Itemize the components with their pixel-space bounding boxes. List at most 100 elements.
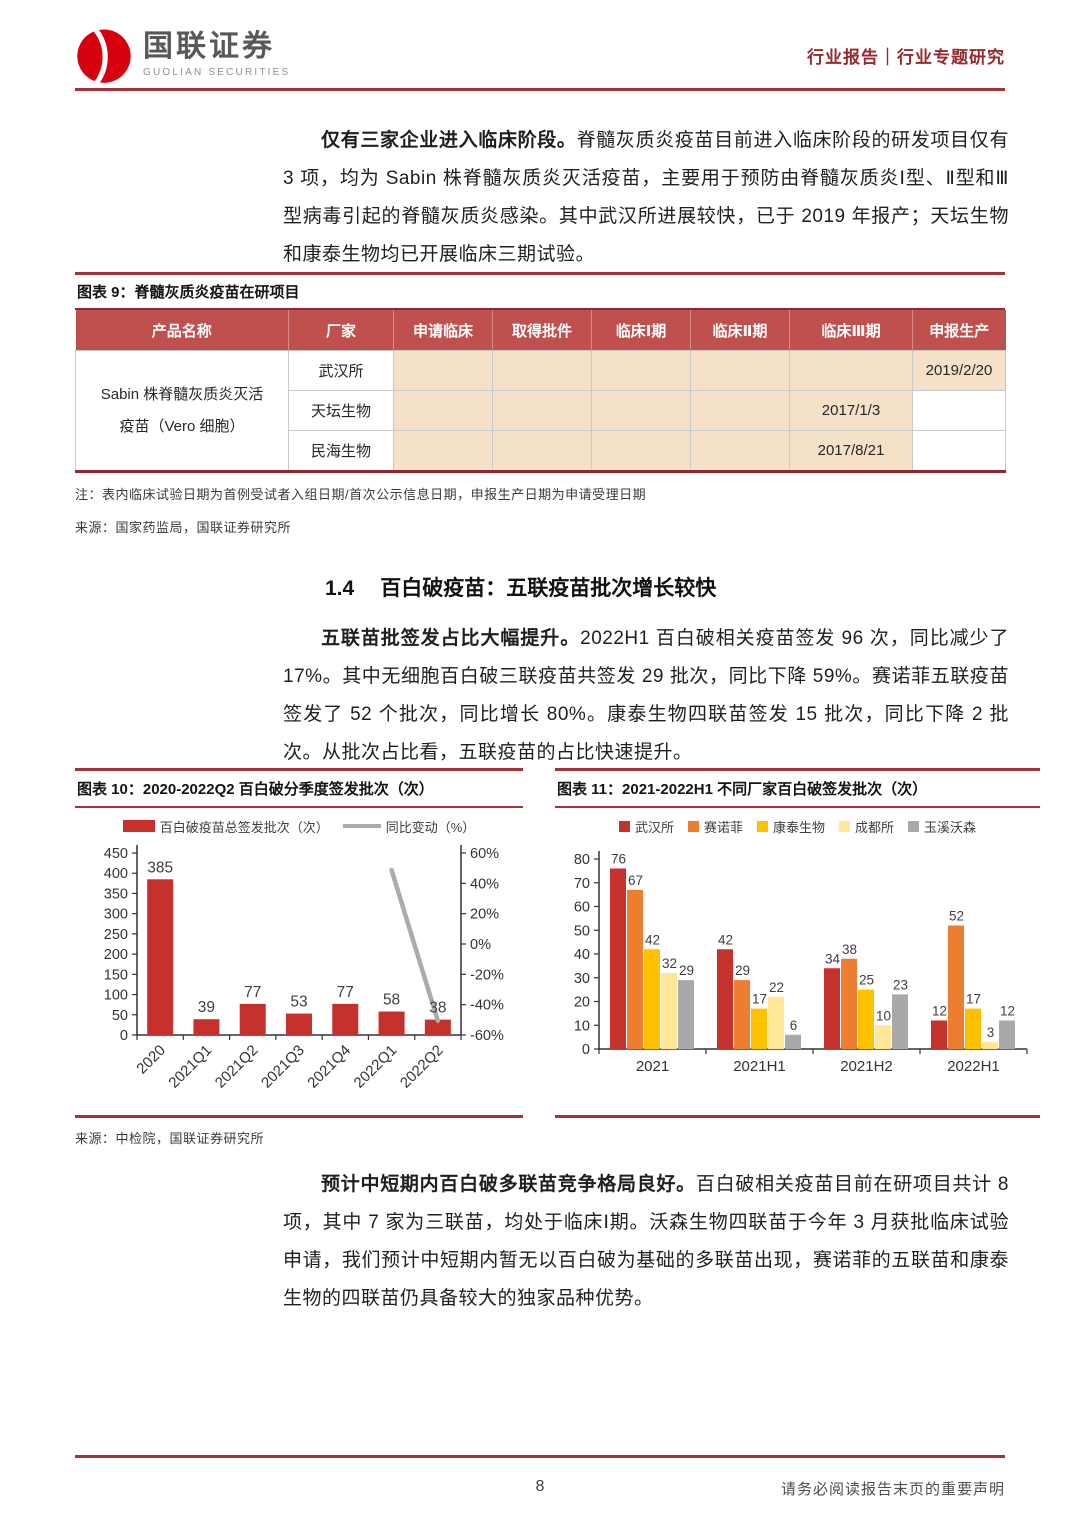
milestone-cell <box>492 350 592 391</box>
report-type-label: 行业报告｜行业专题研究 <box>807 47 1005 67</box>
milestone-cell <box>690 350 790 391</box>
svg-text:3: 3 <box>987 1025 995 1040</box>
svg-text:400: 400 <box>104 866 128 882</box>
paragraph-body: 百白破相关疫苗目前在研项目共计 8 项，其中 7 家为三联苗，均处于临床Ⅰ期。沃… <box>283 1174 1009 1309</box>
logo-text: 国联证券 GUOLIAN SECURITIES <box>143 32 290 78</box>
milestone-cell <box>492 430 592 472</box>
company-cell: 民海生物 <box>288 430 394 472</box>
filing-date-cell: 2019/2/20 <box>912 350 1006 391</box>
svg-text:385: 385 <box>147 859 173 876</box>
milestone-cell <box>393 350 493 391</box>
svg-text:23: 23 <box>893 977 908 992</box>
svg-text:30: 30 <box>574 971 590 987</box>
milestone-cell <box>789 350 913 391</box>
col-header-phase2: 临床Ⅱ期 <box>690 310 790 351</box>
product-name-cell: Sabin 株脊髓灰质炎灭活 疫苗（Vero 细胞） <box>75 350 289 472</box>
figure10-caption: 图表 10：2020-2022Q2 百白破分季度签发批次（次） <box>75 768 523 808</box>
paragraph-outlook: 预计中短期内百白破多联苗竞争格局良好。百白破相关疫苗目前在研项目共计 8 项，其… <box>283 1166 1009 1318</box>
product-line2: 疫苗（Vero 细胞） <box>119 417 245 435</box>
svg-text:67: 67 <box>628 873 643 888</box>
svg-text:58: 58 <box>383 992 400 1009</box>
page-number: 8 <box>535 1478 545 1495</box>
milestone-cell <box>591 430 691 472</box>
svg-text:-40%: -40% <box>470 998 504 1014</box>
figure10-legend: 百白破疫苗总签发批次（次） 同比变动（%） <box>75 817 523 835</box>
svg-text:2021Q1: 2021Q1 <box>165 1042 215 1092</box>
svg-text:40: 40 <box>574 947 590 963</box>
figure9-block: 图表 9：脊髓灰质炎疫苗在研项目 产品名称 厂家 申请临床 取得批件 临床Ⅰ期 … <box>75 272 1006 536</box>
legend-label: 玉溪沃森 <box>924 819 977 835</box>
section-title: 百白破疫苗：五联疫苗批次增长较快 <box>380 577 717 600</box>
svg-text:22: 22 <box>769 980 784 995</box>
milestone-cell <box>690 390 790 431</box>
series-swatch-icon <box>687 820 699 832</box>
svg-text:150: 150 <box>104 967 128 983</box>
figure9-caption: 图表 9：脊髓灰质炎疫苗在研项目 <box>75 272 1005 310</box>
figure11-caption: 图表 11：2021-2022H1 不同厂家百白破签发批次（次） <box>555 768 1040 808</box>
col-header-phase3: 临床Ⅲ期 <box>789 310 913 351</box>
svg-text:76: 76 <box>611 852 626 867</box>
legend-item: 成都所 <box>839 817 894 836</box>
legend-item: 康泰生物 <box>756 817 825 836</box>
svg-text:350: 350 <box>104 886 128 902</box>
svg-text:77: 77 <box>244 984 261 1001</box>
svg-text:2021: 2021 <box>636 1058 669 1075</box>
filing-date-cell <box>912 390 1006 431</box>
figure11-panel: 图表 11：2021-2022H1 不同厂家百白破签发批次（次） 武汉所 赛诺菲… <box>555 768 1040 1118</box>
svg-text:2021H2: 2021H2 <box>840 1058 893 1075</box>
svg-text:42: 42 <box>645 932 660 947</box>
svg-text:2022H1: 2022H1 <box>947 1058 1000 1075</box>
paragraph-body: 脊髓灰质炎疫苗目前进入临床阶段的研发项目仅有 3 项，均为 Sabin 株脊髓灰… <box>283 130 1009 265</box>
series-swatch-icon <box>908 820 920 832</box>
table-row: 民海生物 2017/8/21 <box>76 430 1006 472</box>
series-swatch-icon <box>618 820 630 832</box>
series-swatch-icon <box>839 820 850 832</box>
table-source: 来源：国家药监局，国联证券研究所 <box>75 520 292 535</box>
svg-text:50: 50 <box>112 1008 128 1024</box>
svg-text:2021Q4: 2021Q4 <box>304 1042 354 1092</box>
col-header-company: 厂家 <box>288 310 394 351</box>
svg-text:70: 70 <box>574 876 590 892</box>
svg-text:-20%: -20% <box>470 967 504 983</box>
paragraph-lead: 五联苗批签发占比大幅提升。 <box>321 628 581 649</box>
svg-text:50: 50 <box>574 923 590 939</box>
legend-label: 康泰生物 <box>772 819 825 835</box>
section-number: 1.4 <box>325 577 355 600</box>
svg-text:38: 38 <box>429 1000 446 1017</box>
charts-row: 图表 10：2020-2022Q2 百白破分季度签发批次（次） 百白破疫苗总签发… <box>75 768 1040 1146</box>
svg-text:2021Q2: 2021Q2 <box>212 1042 262 1092</box>
table-note: 注：表内临床试验日期为首例受试者入组日期/首次公示信息日期，申报生产日期为申请受… <box>75 487 647 502</box>
legend-item: 武汉所 <box>618 817 674 836</box>
paragraph-polio: 仅有三家企业进入临床阶段。脊髓灰质炎疫苗目前进入临床阶段的研发项目仅有 3 项，… <box>283 122 1009 274</box>
svg-text:0: 0 <box>582 1042 590 1058</box>
figure9-table: 产品名称 厂家 申请临床 取得批件 临床Ⅰ期 临床Ⅱ期 临床Ⅲ期 申报生产 Sa… <box>75 310 1006 473</box>
svg-text:20: 20 <box>574 995 590 1011</box>
svg-text:250: 250 <box>104 927 128 943</box>
col-header-filing: 申报生产 <box>912 310 1006 351</box>
table-header-row: 产品名称 厂家 申请临床 取得批件 临床Ⅰ期 临床Ⅱ期 临床Ⅲ期 申报生产 <box>75 310 1006 351</box>
svg-text:0: 0 <box>120 1028 128 1044</box>
legend-label: 同比变动（%） <box>385 819 476 835</box>
legend-item: 玉溪沃森 <box>908 817 976 836</box>
legend-label: 赛诺菲 <box>703 819 743 835</box>
paragraph-lead: 仅有三家企业进入临床阶段。 <box>321 130 577 151</box>
svg-text:2021Q3: 2021Q3 <box>258 1042 308 1092</box>
milestone-cell: 2017/8/21 <box>789 430 913 472</box>
svg-text:17: 17 <box>752 992 767 1007</box>
legend-item-line: 同比变动（%） <box>342 817 476 836</box>
svg-text:10: 10 <box>574 1018 590 1034</box>
svg-text:38: 38 <box>842 942 857 957</box>
legend-item-bars: 百白破疫苗总签发批次（次） <box>122 817 329 836</box>
paragraph-lead: 预计中短期内百白破多联苗竞争格局良好。 <box>321 1174 696 1195</box>
svg-text:20%: 20% <box>470 907 499 923</box>
section-heading: 1.4 百白破疫苗：五联疫苗批次增长较快 <box>325 572 716 602</box>
table-row: Sabin 株脊髓灰质炎灭活 疫苗（Vero 细胞） 武汉所 2019/2/20 <box>75 350 1006 472</box>
svg-text:-60%: -60% <box>470 1028 504 1044</box>
legend-label: 成都所 <box>855 819 895 835</box>
svg-text:80: 80 <box>574 852 590 868</box>
company-cell: 武汉所 <box>288 350 394 391</box>
paragraph-body: 2022H1 百白破相关疫苗签发 96 次，同比减少了 17%。其中无细胞百白破… <box>283 628 1009 763</box>
svg-text:29: 29 <box>679 963 694 978</box>
